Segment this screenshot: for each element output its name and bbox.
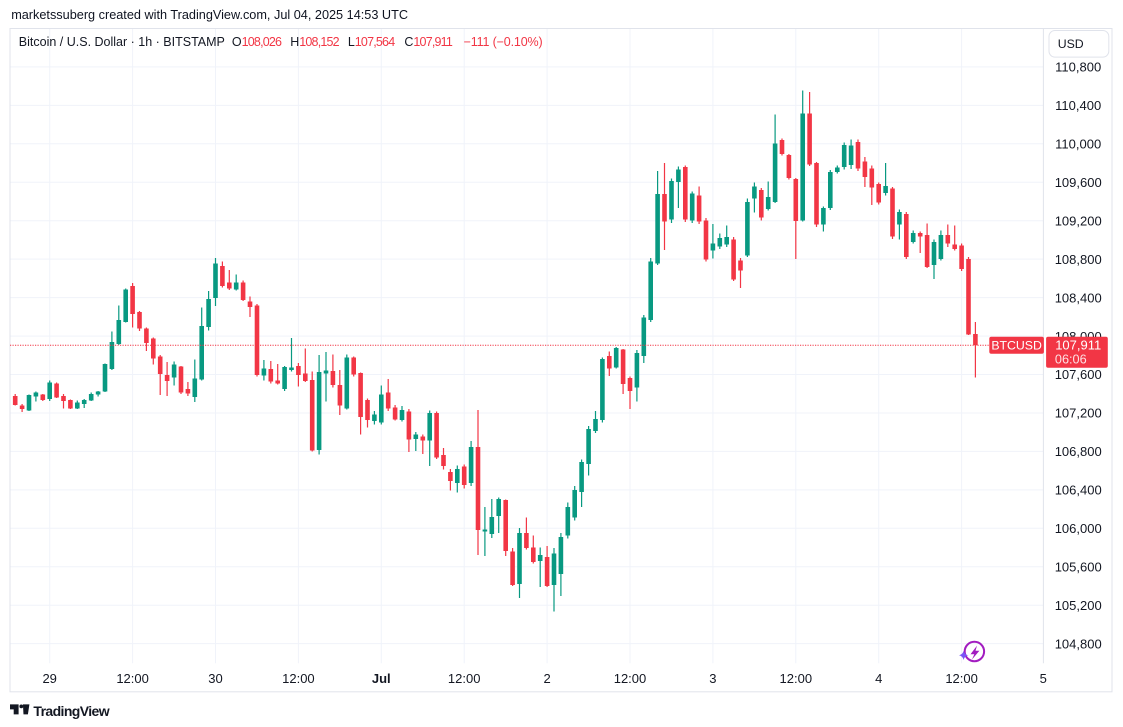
svg-text:Jul: Jul xyxy=(372,671,391,686)
svg-text:12:00: 12:00 xyxy=(780,671,813,686)
svg-text:107,600: 107,600 xyxy=(1055,367,1102,382)
svg-text:107,911: 107,911 xyxy=(1055,338,1101,353)
svg-text:30: 30 xyxy=(208,671,222,686)
svg-text:106,800: 106,800 xyxy=(1055,444,1102,459)
svg-text:105,200: 105,200 xyxy=(1055,598,1102,613)
svg-text:12:00: 12:00 xyxy=(614,671,647,686)
svg-text:110,800: 110,800 xyxy=(1055,60,1101,75)
svg-text:106,000: 106,000 xyxy=(1055,521,1102,536)
svg-text:107,200: 107,200 xyxy=(1055,406,1102,421)
svg-text:106,400: 106,400 xyxy=(1055,483,1102,498)
svg-text:12:00: 12:00 xyxy=(116,671,149,686)
svg-text:109,600: 109,600 xyxy=(1055,175,1102,190)
svg-text:110,400: 110,400 xyxy=(1055,98,1101,113)
svg-text:12:00: 12:00 xyxy=(448,671,481,686)
svg-text:104,800: 104,800 xyxy=(1055,636,1102,651)
svg-text:BTCUSD: BTCUSD xyxy=(991,338,1042,352)
svg-text:USD: USD xyxy=(1058,37,1084,51)
svg-text:109,200: 109,200 xyxy=(1055,213,1102,228)
svg-text:2: 2 xyxy=(543,671,550,686)
svg-text:105,600: 105,600 xyxy=(1055,560,1102,575)
svg-text:108,400: 108,400 xyxy=(1055,290,1102,305)
svg-text:3: 3 xyxy=(709,671,716,686)
svg-text:12:00: 12:00 xyxy=(282,671,315,686)
svg-text:110,000: 110,000 xyxy=(1055,137,1101,152)
svg-text:29: 29 xyxy=(42,671,56,686)
svg-text:12:00: 12:00 xyxy=(945,671,978,686)
svg-text:4: 4 xyxy=(875,671,882,686)
svg-text:5: 5 xyxy=(1040,671,1047,686)
svg-text:06:06: 06:06 xyxy=(1055,352,1087,366)
svg-text:108,800: 108,800 xyxy=(1055,252,1102,267)
